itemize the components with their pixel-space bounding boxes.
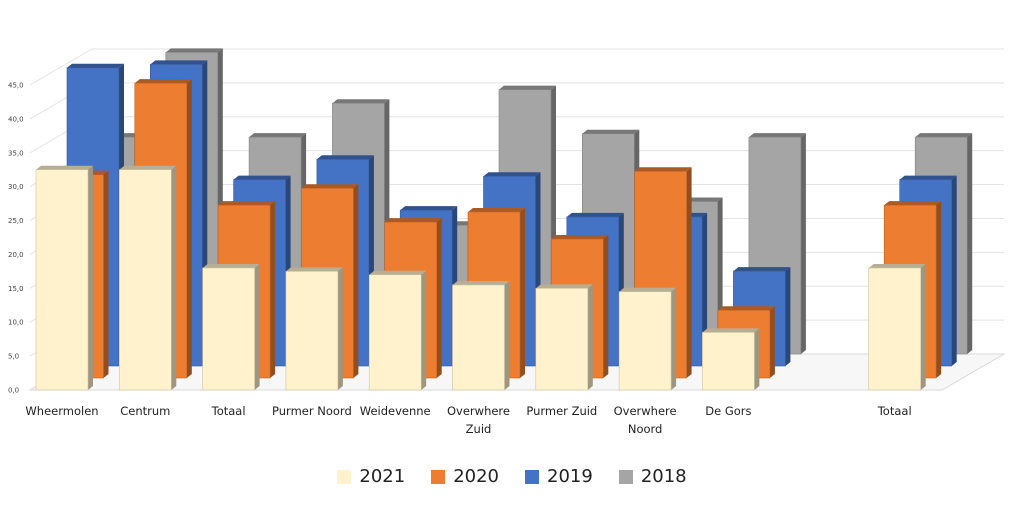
x-tick-label: Totaal	[877, 404, 912, 418]
x-axis: Wheermolen Centrum Totaal Purmer Noord Weide…	[25, 404, 911, 436]
bar	[202, 264, 260, 391]
legend-swatch	[337, 469, 352, 484]
x-tick-label: Overwhere	[614, 404, 677, 418]
y-tick-label: 25,0	[8, 217, 24, 225]
legend-item-2019: 2019	[525, 466, 593, 487]
legend-label: 2020	[453, 466, 499, 487]
x-tick-label: Totaal	[211, 404, 246, 418]
x-tick-label: Purmer Noord	[272, 404, 352, 418]
legend-label: 2021	[359, 466, 406, 487]
bar	[285, 267, 343, 391]
legend: 2021 2020 2019 2018	[0, 466, 1024, 487]
x-tick-label: Weidevenne	[360, 404, 431, 418]
y-tick-label: 15,0	[8, 285, 24, 293]
x-tick-label: Noord	[628, 422, 663, 436]
x-tick-label: Purmer Zuid	[526, 404, 597, 418]
y-axis: 0,0 5,0 10,0 15,0 20,0 25,0 30,0 35,0 40,0 45,0	[8, 82, 24, 395]
y-tick-label: 35,0	[8, 149, 24, 157]
legend-swatch	[431, 469, 446, 484]
bar	[452, 280, 510, 391]
bar	[868, 264, 926, 391]
y-tick-label: 10,0	[8, 319, 24, 327]
legend-swatch	[525, 469, 539, 484]
bar	[368, 270, 427, 391]
y-tick-label: 20,0	[8, 251, 24, 259]
y-tick-label: 5,0	[8, 353, 19, 361]
legend-swatch	[618, 469, 633, 484]
y-tick-label: 45,0	[8, 82, 24, 90]
legend-item-2018: 2018	[618, 466, 687, 487]
bar	[119, 165, 177, 391]
bar	[618, 287, 677, 391]
gridline-side	[29, 48, 93, 86]
bar-chart: 0,0 5,0 10,0 15,0 20,0 25,0 30,0 35,0 40,0 45,0 W…	[8, 48, 1006, 436]
x-tick-label: De Gors	[705, 404, 751, 418]
bar	[535, 284, 593, 391]
bar	[702, 328, 760, 391]
y-tick-label: 0,0	[8, 387, 19, 395]
legend-label: 2019	[547, 466, 593, 487]
legend-item-2020: 2020	[431, 466, 499, 487]
series-2021	[35, 165, 926, 391]
x-tick-label: Overwhere	[447, 404, 510, 418]
legend-item-2021: 2021	[337, 466, 405, 487]
bars	[35, 48, 973, 391]
y-tick-label: 30,0	[8, 183, 24, 191]
y-tick-label: 40,0	[8, 115, 24, 123]
x-tick-label: Centrum	[120, 404, 170, 418]
x-tick-label: Wheermolen	[25, 404, 98, 418]
bar	[35, 165, 93, 391]
legend-label: 2018	[640, 466, 687, 487]
x-tick-label: Zuid	[466, 422, 492, 436]
